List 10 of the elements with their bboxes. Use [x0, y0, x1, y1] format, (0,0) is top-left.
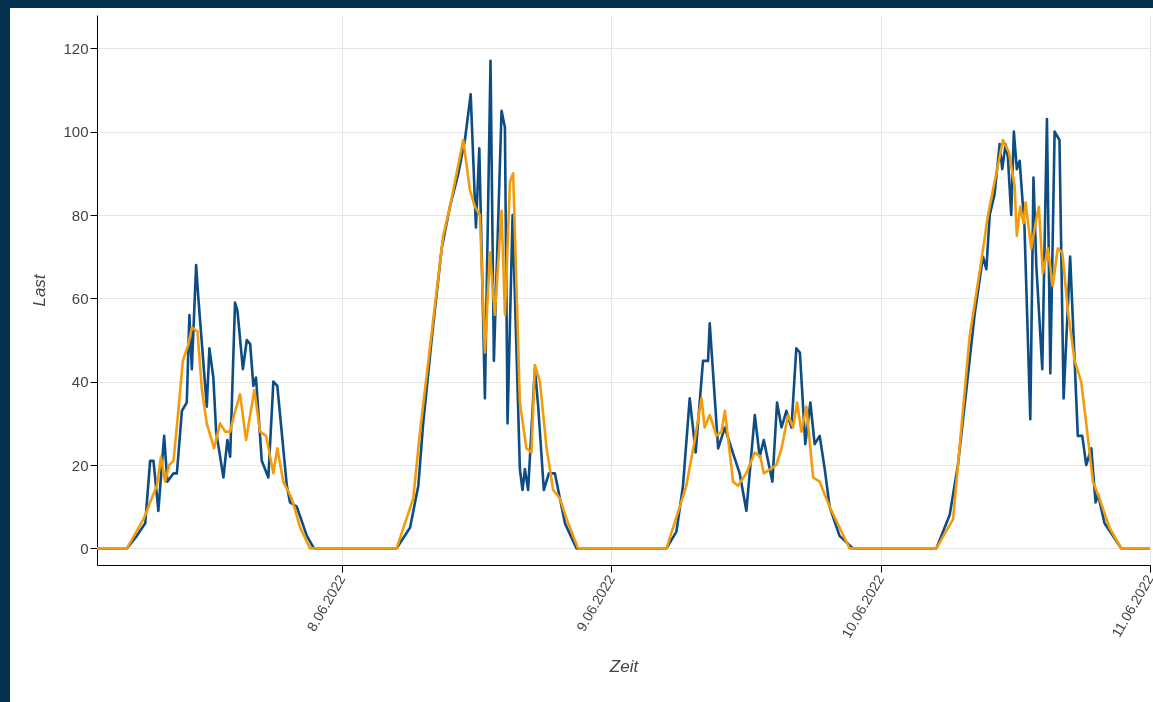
x-axis-title: Zeit: [608, 656, 640, 676]
y-tick-label: 20: [71, 456, 89, 474]
y-axis-title: Last: [30, 273, 50, 307]
y-tick-label: 0: [80, 539, 89, 557]
y-tick-label: 80: [71, 206, 89, 224]
line-series: [97, 138, 1150, 550]
y-tick-label: 40: [71, 373, 89, 391]
y-tick-label: 100: [63, 123, 89, 141]
y-tick-label: 60: [71, 289, 89, 307]
y-tick-label: 120: [63, 39, 89, 57]
